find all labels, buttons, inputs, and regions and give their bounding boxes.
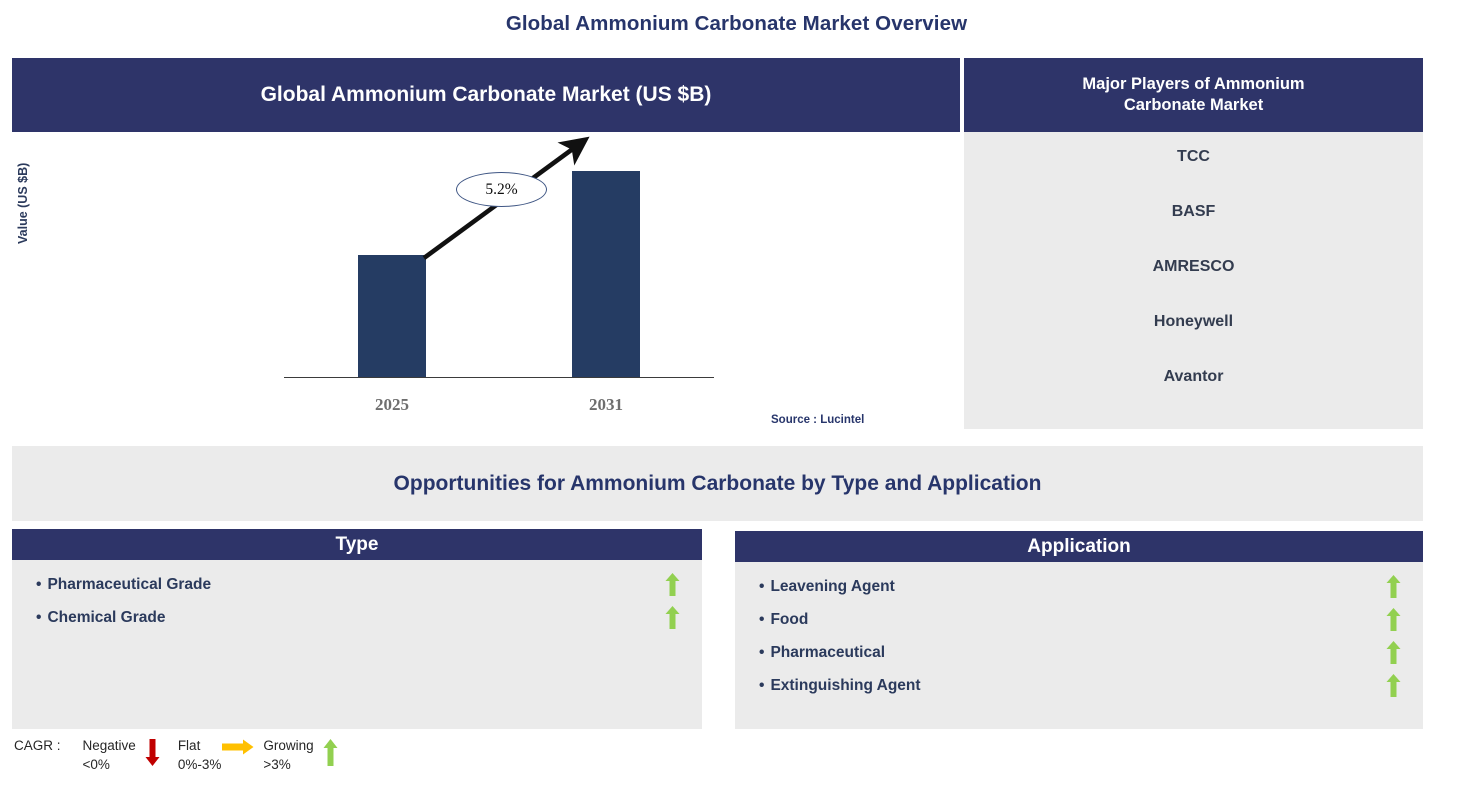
list-item: • Leavening Agent: [735, 570, 1423, 603]
green-up-arrow-icon: [1386, 641, 1401, 664]
list-item: • Food: [735, 603, 1423, 636]
green-up-arrow-icon: [1386, 575, 1401, 598]
application-item-label: • Food: [759, 611, 808, 629]
page-title: Global Ammonium Carbonate Market Overvie…: [505, 12, 968, 35]
list-item: Avantor: [1163, 368, 1224, 385]
legend-growing-name: Growing: [263, 738, 314, 753]
list-item: • Chemical Grade: [12, 601, 702, 634]
legend-entry-growing: Growing >3%: [263, 736, 347, 774]
legend-flat-name: Flat: [177, 738, 201, 753]
bullet-icon: •: [36, 575, 42, 593]
green-up-arrow-icon: [314, 736, 348, 766]
bar-2025: [358, 255, 426, 377]
legend-growing-text: Growing >3%: [263, 736, 313, 774]
type-item-text: Chemical Grade: [47, 608, 166, 626]
green-up-arrow-icon: [1386, 608, 1401, 631]
application-item-label: • Extinguishing Agent: [759, 677, 921, 695]
application-item-text: Extinguishing Agent: [770, 676, 921, 694]
legend-entry-negative: Negative <0%: [83, 736, 170, 774]
bullet-icon: •: [759, 676, 765, 694]
application-item-label: • Pharmaceutical: [759, 644, 885, 662]
x-tick-label-2031: 2031: [589, 395, 623, 414]
chart-x-axis-line: [284, 376, 714, 378]
application-item-text: Food: [770, 610, 809, 628]
opportunities-band: Opportunities for Ammonium Carbonate by …: [12, 446, 1423, 521]
players-list: TCC BASF AMRESCO Honeywell Avantor: [964, 132, 1423, 429]
cagr-callout: 5.2%: [456, 172, 547, 207]
major-players-panel: Major Players of Ammonium Carbonate Mark…: [964, 58, 1423, 429]
x-tick-label-2025: 2025: [375, 395, 409, 414]
list-item: TCC: [1177, 148, 1210, 165]
bullet-icon: •: [759, 610, 765, 628]
players-panel-header: Major Players of Ammonium Carbonate Mark…: [964, 58, 1423, 132]
legend-negative-name: Negative: [82, 738, 136, 753]
application-panel-header: Application: [735, 531, 1423, 562]
type-item-label: • Pharmaceutical Grade: [36, 576, 211, 594]
list-item: Honeywell: [1153, 313, 1234, 330]
red-down-arrow-icon: [136, 736, 170, 766]
legend-negative-text: Negative <0%: [83, 736, 136, 774]
application-item-text: Leavening Agent: [770, 577, 895, 595]
list-item: • Pharmaceutical: [735, 636, 1423, 669]
green-up-arrow-icon: [665, 606, 680, 629]
bar-2031: [572, 171, 640, 377]
market-chart-panel: Global Ammonium Carbonate Market (US $B)…: [12, 58, 960, 429]
legend-negative-range: <0%: [82, 757, 110, 773]
type-panel-header: Type: [12, 529, 702, 560]
type-list: • Pharmaceutical Grade • Chemical Grade: [12, 560, 702, 634]
type-item-label: • Chemical Grade: [36, 609, 165, 627]
chart-y-axis-label: Value (US $B): [16, 162, 30, 244]
list-item: • Pharmaceutical Grade: [12, 568, 702, 601]
application-list: • Leavening Agent • Food • Pharmaceutical •…: [735, 562, 1423, 702]
type-panel: Type • Pharmaceutical Grade • Chemical Gra…: [12, 529, 702, 729]
chart-panel-header: Global Ammonium Carbonate Market (US $B): [12, 58, 960, 132]
orange-right-arrow-icon: [221, 736, 255, 755]
legend-entry-flat: Flat 0%-3%: [178, 736, 256, 774]
list-item: • Extinguishing Agent: [735, 669, 1423, 702]
green-up-arrow-icon: [665, 573, 680, 596]
opportunities-title: Opportunities for Ammonium Carbonate by …: [393, 471, 1042, 495]
legend-flat-range: 0%-3%: [177, 757, 222, 773]
cagr-legend-title: CAGR :: [14, 738, 61, 753]
green-up-arrow-icon: [1386, 674, 1401, 697]
bullet-icon: •: [36, 608, 42, 626]
application-item-label: • Leavening Agent: [759, 578, 895, 596]
list-item: BASF: [1171, 203, 1216, 220]
bar-chart: Value (US $B) 2025 2031 5.2%: [12, 132, 960, 429]
source-note: Source : Lucintel: [771, 414, 865, 426]
cagr-legend: CAGR : Negative <0% Flat 0%-3% Growing >…: [14, 736, 356, 774]
legend-growing-range: >3%: [263, 757, 291, 773]
application-item-text: Pharmaceutical: [770, 643, 886, 661]
players-header-line-1: Major Players of Ammonium: [1082, 74, 1305, 93]
players-header-line-2: Carbonate Market: [1123, 96, 1264, 114]
bullet-icon: •: [759, 643, 765, 661]
application-panel: Application • Leavening Agent • Food • Phar…: [735, 531, 1423, 729]
legend-flat-text: Flat 0%-3%: [178, 736, 222, 774]
type-item-text: Pharmaceutical Grade: [47, 575, 212, 593]
list-item: AMRESCO: [1152, 258, 1235, 275]
bullet-icon: •: [759, 577, 765, 595]
